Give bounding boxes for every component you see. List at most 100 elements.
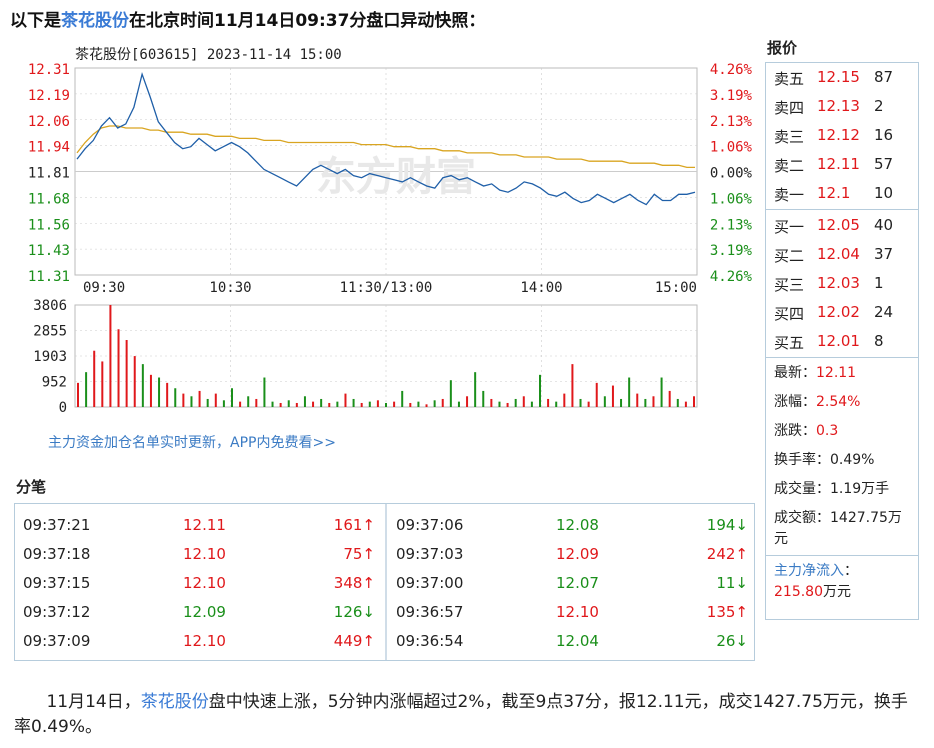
orderbook-price: 12.11 bbox=[817, 155, 860, 173]
stat-mainflow: 主力净流入： 215.80万元 bbox=[774, 563, 858, 600]
article-body: 盘中快速上涨，5分钟内涨幅超过2%，截至9点37分，报12.11元，成交1427… bbox=[14, 692, 908, 737]
orderbook-level-label: 买一 bbox=[774, 218, 805, 236]
volume-tick-label: 0 bbox=[59, 400, 67, 416]
price-tick-label: 11.94 bbox=[28, 140, 70, 156]
price-tick-label: 12.06 bbox=[28, 114, 70, 130]
tick-volume: 135↑ bbox=[706, 603, 748, 621]
article-date: 11月14日， bbox=[46, 692, 141, 712]
orderbook-ask-row: 卖四 12.13 2 bbox=[766, 92, 918, 121]
pct-tick-label: 0.00% bbox=[710, 166, 753, 182]
tick-time: 09:36:57 bbox=[396, 603, 464, 621]
orderbook-level-label: 卖四 bbox=[774, 99, 805, 117]
tick-price: 12.04 bbox=[556, 632, 599, 650]
orderbook-volume: 8 bbox=[874, 332, 884, 350]
headline-suffix: 在北京时间11月14日09:37分盘口异动快照： bbox=[129, 11, 486, 31]
orderbook-volume: 16 bbox=[874, 126, 894, 144]
ticks-divider bbox=[385, 504, 387, 660]
tick-time: 09:37:00 bbox=[396, 574, 464, 592]
tick-volume: 11↓ bbox=[716, 574, 748, 592]
tick-volume: 75↑ bbox=[343, 545, 375, 563]
orderbook-volume: 87 bbox=[874, 68, 894, 86]
price-tick-label: 11.68 bbox=[28, 191, 70, 207]
orderbook-price: 12.02 bbox=[817, 303, 860, 321]
time-tick-label: 14:00 bbox=[520, 280, 562, 296]
orderbook-price: 12.12 bbox=[817, 126, 860, 144]
orderbook-volume: 40 bbox=[874, 216, 894, 234]
orderbook-level-label: 卖三 bbox=[774, 128, 805, 146]
tick-row: 09:37:09 12.10 449↑ bbox=[15, 628, 381, 657]
orderbook-volume: 24 bbox=[874, 303, 894, 321]
tick-time: 09:37:12 bbox=[23, 603, 91, 621]
orderbook-ask-row: 卖一 12.1 10 bbox=[766, 179, 918, 208]
orderbook-bid-row: 买二 12.04 37 bbox=[766, 240, 918, 269]
mainflow-link[interactable]: 主力净流入 bbox=[774, 563, 844, 579]
watermark: 东方财富 bbox=[316, 154, 476, 200]
time-tick-label: 11:30/13:00 bbox=[340, 280, 433, 296]
pct-tick-label: 4.26% bbox=[710, 62, 753, 78]
headline-stock-link[interactable]: 茶花股份 bbox=[61, 11, 129, 31]
price-tick-label: 12.31 bbox=[28, 62, 70, 78]
volume-tick-label: 1903 bbox=[33, 349, 67, 365]
tick-row: 09:37:15 12.10 348↑ bbox=[15, 570, 381, 599]
tick-time: 09:37:18 bbox=[23, 545, 91, 563]
stat-pct: 涨幅：2.54% bbox=[774, 394, 861, 410]
tick-row: 09:37:12 12.09 126↓ bbox=[15, 599, 381, 628]
orderbook-bids: 买一 12.05 40 买二 12.04 37 买三 12.03 1 买四 12.02 24 买五 12.… bbox=[766, 211, 918, 356]
tick-price: 12.07 bbox=[556, 574, 599, 592]
orderbook-level-label: 买二 bbox=[774, 247, 805, 265]
price-tick-label: 12.19 bbox=[28, 88, 70, 104]
orderbook-price: 12.13 bbox=[817, 97, 860, 115]
orderbook-volume: 37 bbox=[874, 245, 894, 263]
stat-change-value: 0.3 bbox=[816, 423, 839, 439]
promo-link[interactable]: 主力资金加仓名单实时更新，APP内免费看>> bbox=[48, 435, 336, 451]
orderbook-level-label: 买四 bbox=[774, 305, 805, 323]
tick-row: 09:36:57 12.10 135↑ bbox=[388, 599, 754, 628]
stat-mainflow-value: 215.80 bbox=[774, 584, 823, 600]
tick-row: 09:37:06 12.08 194↓ bbox=[388, 512, 754, 541]
stat-amount-value: 1427.75万元 bbox=[774, 510, 902, 547]
orderbook-title: 报价 bbox=[767, 39, 798, 57]
tick-volume: 348↑ bbox=[333, 574, 375, 592]
orderbook-ask-row: 卖二 12.11 57 bbox=[766, 150, 918, 179]
orderbook-price: 12.04 bbox=[817, 245, 860, 263]
orderbook-price: 12.03 bbox=[817, 274, 860, 292]
volume-tick-label: 3806 bbox=[33, 298, 67, 314]
orderbook-level-label: 卖五 bbox=[774, 70, 805, 88]
tick-time: 09:37:21 bbox=[23, 516, 91, 534]
article-stock-link[interactable]: 茶花股份 bbox=[140, 692, 209, 712]
intraday-chart: 茶花股份[603615] 2023-11-14 15:00 12.31 4.26% 1… bbox=[0, 40, 760, 420]
tick-price: 12.10 bbox=[183, 574, 226, 592]
price-line bbox=[76, 71, 696, 206]
pct-tick-label: 3.19% bbox=[710, 88, 753, 104]
pct-tick-label: 2.13% bbox=[710, 217, 753, 233]
ticks-column-right: 09:37:06 12.08 194↓ 09:37:03 12.09 242↑ 09:37:… bbox=[388, 512, 754, 657]
orderbook-asks: 卖五 12.15 87 卖四 12.13 2 卖三 12.12 16 卖二 12.11 57 卖一 12.… bbox=[766, 63, 918, 208]
tick-volume: 449↑ bbox=[333, 632, 375, 650]
orderbook-ask-row: 卖五 12.15 87 bbox=[766, 63, 918, 92]
pct-tick-label: 4.26% bbox=[710, 269, 753, 285]
tick-volume: 161↑ bbox=[333, 516, 375, 534]
article-paragraph: 11月14日，茶花股份盘中快速上涨，5分钟内涨幅超过2%，截至9点37分，报12… bbox=[14, 690, 914, 740]
price-tick-label: 11.56 bbox=[28, 217, 70, 233]
volume-tick-label: 2855 bbox=[33, 324, 67, 340]
time-tick-label: 15:00 bbox=[655, 280, 697, 296]
tick-row: 09:37:03 12.09 242↑ bbox=[388, 541, 754, 570]
ticks-title: 分笔 bbox=[16, 478, 47, 496]
orderbook-volume: 57 bbox=[874, 155, 894, 173]
stat-turnover-rate: 换手率：0.49% bbox=[774, 452, 875, 468]
tick-volume: 26↓ bbox=[716, 632, 748, 650]
tick-volume: 242↑ bbox=[706, 545, 748, 563]
tick-row: 09:36:54 12.04 26↓ bbox=[388, 628, 754, 657]
stat-latest-value: 12.11 bbox=[816, 365, 857, 381]
tick-price: 12.08 bbox=[556, 516, 599, 534]
price-tick-label: 11.31 bbox=[28, 269, 70, 285]
orderbook-price: 12.15 bbox=[817, 68, 860, 86]
tick-time: 09:37:15 bbox=[23, 574, 91, 592]
tick-price: 12.11 bbox=[183, 516, 226, 534]
tick-price: 12.10 bbox=[556, 603, 599, 621]
time-tick-label: 09:30 bbox=[83, 280, 125, 296]
orderbook-divider bbox=[766, 357, 918, 358]
tick-time: 09:37:06 bbox=[396, 516, 464, 534]
tick-volume: 194↓ bbox=[706, 516, 748, 534]
chart-header: 茶花股份[603615] 2023-11-14 15:00 bbox=[75, 47, 342, 63]
